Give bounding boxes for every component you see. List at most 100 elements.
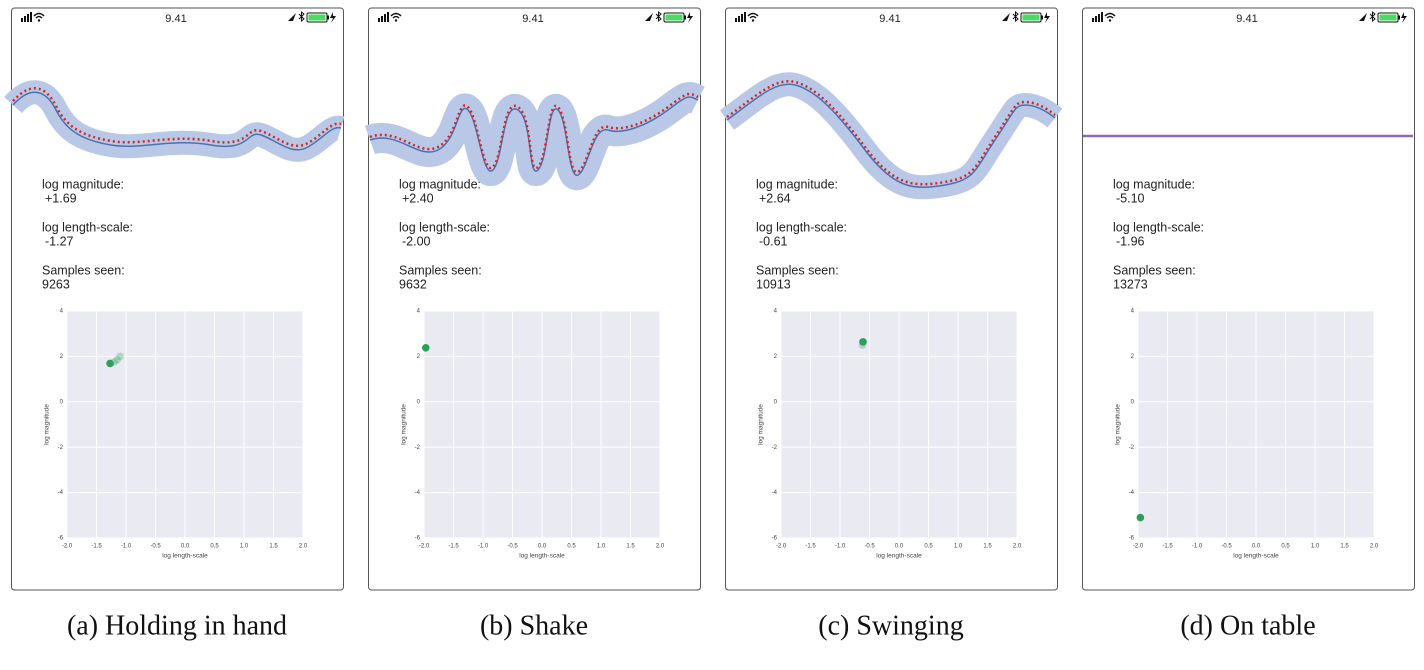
- lengthscale-value: -2.00: [402, 234, 431, 248]
- caption: (c) Swinging: [818, 610, 963, 641]
- signal-plot: [719, 72, 1063, 200]
- magnitude-value: -5.10: [1116, 191, 1145, 205]
- caption: (d) On table: [1180, 610, 1315, 641]
- lengthscale-label: log length-scale:: [42, 220, 133, 234]
- y-tick-label: -4: [1129, 490, 1135, 496]
- x-tick-label: 1.5: [1340, 544, 1349, 550]
- x-tick-label: 1.0: [954, 544, 963, 550]
- signal-plots: [4, 72, 1413, 200]
- y-tick-label: 4: [774, 309, 778, 315]
- y-axis-label: log magnitude: [401, 404, 408, 445]
- x-tick-label: 0.0: [538, 544, 547, 550]
- x-tick-label: -1.5: [91, 544, 102, 550]
- x-tick-label: 2.0: [1013, 544, 1022, 550]
- x-tick-label: -0.5: [1221, 544, 1232, 550]
- phone-screen: 9.41 log magnitude:+2.40 log length-scale:…: [368, 7, 701, 591]
- magnitude-value: +1.69: [45, 191, 77, 205]
- lengthscale-label: log length-scale:: [756, 220, 847, 234]
- x-tick-label: -1.0: [121, 544, 132, 550]
- x-tick-label: -0.5: [150, 544, 161, 550]
- x-tick-label: -0.5: [864, 544, 875, 550]
- x-tick-label: 1.0: [597, 544, 606, 550]
- samples-label: Samples seen:: [756, 263, 839, 277]
- magnitude-label: log magnitude:: [399, 177, 481, 191]
- y-tick-label: -4: [415, 490, 421, 496]
- x-tick-label: 0.5: [924, 544, 933, 550]
- samples-label: Samples seen:: [42, 263, 125, 277]
- x-tick-label: -1.0: [478, 544, 489, 550]
- x-tick-label: -1.0: [835, 544, 846, 550]
- phone-screen: 9.41 log magnitude:-5.10 log length-scale:…: [1082, 7, 1415, 591]
- x-tick-label: 0.5: [1281, 544, 1290, 550]
- y-tick-label: 2: [774, 354, 778, 360]
- x-axis-label: log length-scale: [162, 553, 208, 560]
- y-tick-label: 2: [1131, 354, 1135, 360]
- x-tick-label: 1.5: [626, 544, 635, 550]
- x-tick-label: -1.5: [805, 544, 816, 550]
- lengthscale-value: -0.61: [759, 234, 788, 248]
- y-tick-label: -6: [58, 536, 64, 542]
- y-tick-label: 4: [417, 309, 421, 315]
- point: [116, 352, 124, 361]
- y-tick-label: 2: [60, 354, 64, 360]
- caption: (a) Holding in hand: [67, 610, 287, 641]
- x-axis-label: log length-scale: [876, 553, 922, 560]
- x-tick-label: 2.0: [656, 544, 665, 550]
- point: [113, 356, 121, 364]
- x-tick-label: 1.0: [1311, 544, 1320, 550]
- y-tick-label: -4: [772, 490, 778, 496]
- y-axis-label: log magnitude: [758, 404, 765, 445]
- y-tick-label: 0: [1131, 399, 1135, 405]
- magnitude-label: log magnitude:: [42, 177, 124, 191]
- y-tick-label: -6: [415, 536, 421, 542]
- y-tick-label: 4: [60, 309, 64, 315]
- x-tick-label: 1.5: [983, 544, 992, 550]
- lengthscale-label: log length-scale:: [1113, 220, 1204, 234]
- samples-value: 13273: [1113, 277, 1148, 291]
- y-tick-label: -4: [58, 490, 64, 496]
- x-tick-label: 0.5: [210, 544, 219, 550]
- point: [859, 338, 867, 346]
- x-tick-label: -0.5: [507, 544, 518, 550]
- signal-plot: [4, 80, 345, 162]
- y-tick-label: 4: [1131, 309, 1135, 315]
- y-tick-label: -2: [772, 445, 778, 451]
- y-tick-label: -2: [415, 445, 421, 451]
- x-tick-label: -2.0: [776, 544, 787, 550]
- x-axis-label: log length-scale: [1233, 553, 1279, 560]
- x-tick-label: 0.0: [181, 544, 190, 550]
- samples-value: 10913: [756, 277, 791, 291]
- x-tick-label: -1.0: [1192, 544, 1203, 550]
- status-time: 9.41: [522, 13, 543, 25]
- status-time: 9.41: [1236, 13, 1257, 25]
- point: [1136, 513, 1145, 522]
- samples-label: Samples seen:: [1113, 263, 1196, 277]
- y-tick-label: 0: [417, 399, 421, 405]
- x-tick-label: -2.0: [62, 544, 73, 550]
- samples-value: 9632: [399, 277, 427, 291]
- lengthscale-label: log length-scale:: [399, 220, 490, 234]
- status-time: 9.41: [879, 13, 900, 25]
- lengthscale-value: -1.27: [45, 234, 74, 248]
- x-tick-label: 0.0: [1252, 544, 1261, 550]
- signal-plot: [364, 82, 705, 190]
- y-tick-label: -6: [1129, 536, 1135, 542]
- x-tick-label: 1.5: [269, 544, 278, 550]
- magnitude-value: +2.40: [402, 191, 434, 205]
- x-tick-label: 2.0: [299, 544, 308, 550]
- x-tick-label: -1.5: [448, 544, 459, 550]
- x-axis-label: log length-scale: [519, 553, 565, 560]
- y-tick-label: 0: [774, 399, 778, 405]
- y-axis-label: log magnitude: [44, 404, 51, 445]
- x-tick-label: 0.5: [567, 544, 576, 550]
- caption: (b) Shake: [480, 610, 588, 641]
- magnitude-label: log magnitude:: [756, 177, 838, 191]
- y-axis-label: log magnitude: [1115, 404, 1122, 445]
- samples-label: Samples seen:: [399, 263, 482, 277]
- y-tick-label: 2: [417, 354, 421, 360]
- y-tick-label: -2: [58, 445, 64, 451]
- x-tick-label: 0.0: [895, 544, 904, 550]
- y-tick-label: -6: [772, 536, 778, 542]
- x-tick-label: -2.0: [1133, 544, 1144, 550]
